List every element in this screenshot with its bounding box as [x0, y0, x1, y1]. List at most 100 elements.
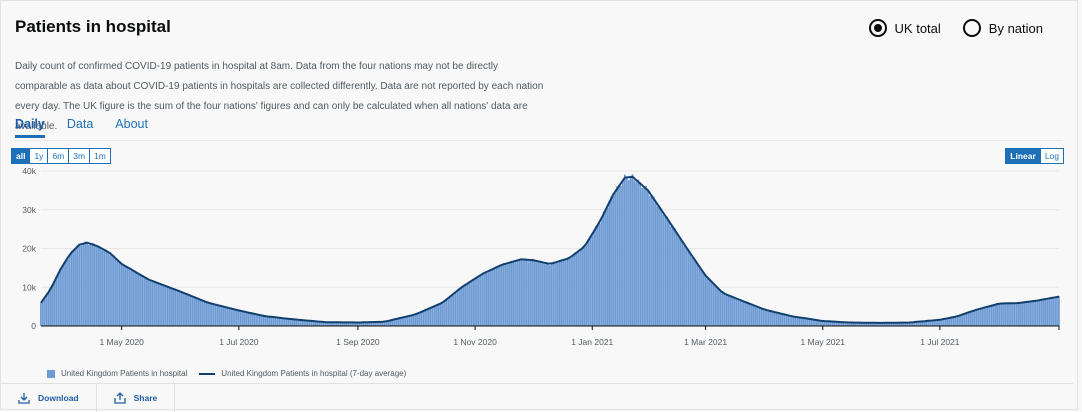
bar: [839, 321, 841, 326]
bar: [744, 301, 747, 326]
bar: [535, 262, 538, 326]
bar: [130, 270, 133, 326]
bar: [581, 246, 584, 326]
bar: [1042, 298, 1045, 326]
bar: [80, 245, 83, 326]
bar: [349, 322, 352, 326]
bar: [1021, 301, 1024, 326]
bar: [358, 322, 361, 326]
bar: [577, 252, 580, 326]
bar: [314, 321, 317, 326]
bar: [218, 305, 221, 326]
bar: [422, 311, 425, 326]
bar: [850, 322, 853, 326]
bar: [435, 305, 438, 326]
bar: [869, 322, 872, 326]
bar: [892, 322, 895, 326]
bar: [604, 210, 607, 326]
download-button[interactable]: Download: [1, 384, 97, 412]
bar: [952, 317, 955, 326]
bar: [670, 226, 672, 326]
bar: [216, 305, 219, 326]
bar: [823, 321, 826, 326]
bar: [199, 299, 202, 326]
bar: [184, 292, 186, 326]
legend-item-line: United Kingdom Patients in hospital (7-d…: [199, 369, 406, 378]
radio-uk-total[interactable]: UK total: [868, 19, 941, 37]
y-tick-label: 40k: [22, 166, 36, 176]
bar: [172, 289, 175, 326]
bar: [1033, 301, 1035, 326]
bar: [1029, 301, 1031, 326]
bar: [462, 286, 465, 326]
scale-log-button[interactable]: Log: [1039, 148, 1064, 164]
bar: [303, 320, 305, 326]
bar: [698, 268, 701, 326]
bar: [499, 266, 501, 326]
bar: [189, 295, 192, 326]
bar: [925, 321, 928, 326]
bar: [529, 260, 532, 326]
bar: [566, 257, 569, 326]
bar: [391, 319, 394, 326]
bar: [748, 304, 751, 326]
bar: [848, 322, 851, 326]
bar: [147, 278, 150, 326]
bar: [527, 261, 530, 326]
bar: [643, 187, 645, 326]
bar: [410, 315, 413, 326]
bar: [796, 317, 799, 326]
bar: [433, 305, 436, 326]
bar: [750, 304, 753, 326]
range-all-button[interactable]: all: [11, 148, 31, 164]
bar: [837, 321, 839, 326]
scale-selector: Linear Log: [1005, 148, 1064, 164]
chart-footer: Download Share: [1, 383, 1073, 412]
bar: [416, 313, 419, 326]
chart-description: Daily count of confirmed COVID-19 patien…: [15, 61, 544, 132]
bar: [408, 315, 411, 326]
bar: [510, 260, 513, 326]
bar: [241, 311, 244, 326]
bar: [729, 295, 732, 326]
bar: [915, 321, 918, 326]
bar: [232, 308, 234, 326]
bar: [614, 193, 617, 326]
bar: [865, 322, 868, 326]
bar: [741, 301, 743, 326]
bar: [725, 294, 728, 326]
bar: [794, 316, 797, 326]
bar: [654, 202, 657, 326]
bar: [230, 308, 232, 326]
bar: [257, 314, 259, 326]
bar: [228, 308, 231, 326]
bar: [40, 302, 42, 326]
bar: [424, 310, 426, 326]
tab-daily[interactable]: Daily: [15, 117, 45, 138]
radio-by-nation[interactable]: By nation: [962, 19, 1043, 37]
bar: [157, 283, 159, 326]
range-1m-button[interactable]: 1m: [89, 148, 111, 164]
bar: [88, 244, 90, 326]
share-button[interactable]: Share: [97, 384, 176, 412]
tab-about[interactable]: About: [115, 117, 148, 131]
bar: [556, 262, 559, 326]
tab-data[interactable]: Data: [66, 117, 94, 131]
bar: [1008, 302, 1010, 326]
bar: [139, 274, 142, 326]
bar: [76, 245, 79, 326]
bar: [639, 182, 642, 326]
bar: [862, 322, 864, 326]
bar: [260, 315, 263, 326]
bar: [132, 270, 135, 326]
bar: [856, 322, 859, 326]
bar: [479, 275, 482, 326]
bar: [812, 319, 814, 326]
bar: [343, 322, 346, 326]
x-tick-label: 1 Jul 2021: [920, 337, 959, 347]
bar: [719, 291, 722, 326]
bar: [612, 196, 615, 326]
bar: [516, 259, 519, 326]
bar: [910, 322, 912, 326]
bar: [481, 272, 484, 326]
